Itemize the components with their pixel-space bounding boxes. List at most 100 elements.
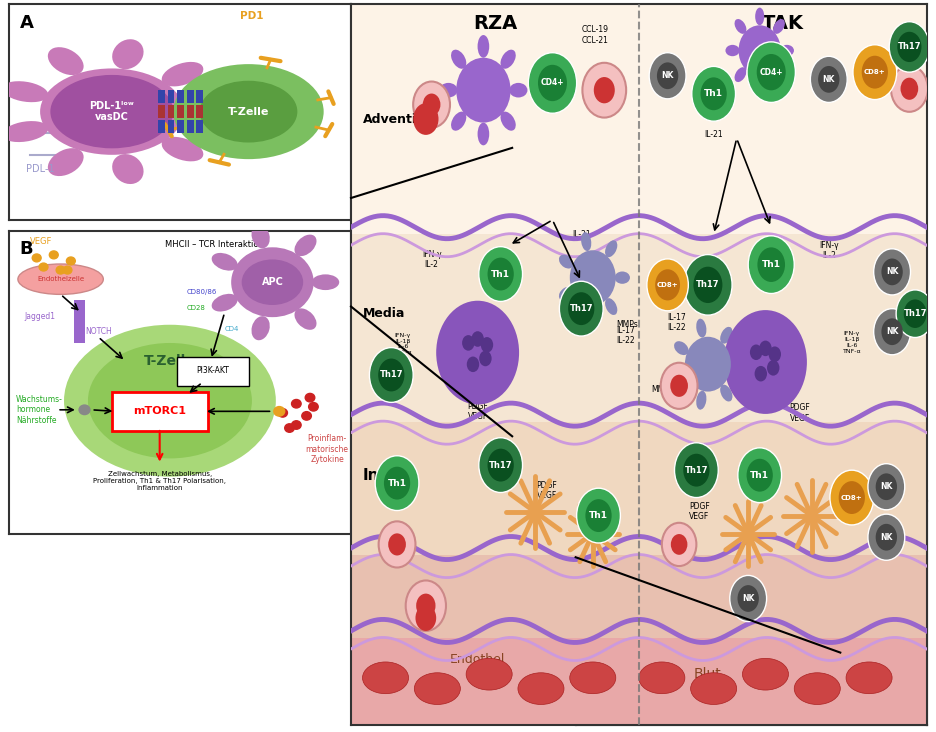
Text: CD8+: CD8+	[841, 495, 863, 501]
Text: Endothelzelle: Endothelzelle	[753, 568, 819, 578]
Ellipse shape	[735, 67, 746, 82]
Ellipse shape	[685, 337, 731, 392]
Ellipse shape	[415, 673, 461, 704]
Circle shape	[662, 523, 696, 566]
Ellipse shape	[439, 83, 458, 97]
Circle shape	[818, 66, 840, 93]
Circle shape	[767, 360, 780, 376]
Text: VEGF: VEGF	[30, 236, 52, 246]
FancyBboxPatch shape	[158, 90, 165, 103]
FancyBboxPatch shape	[177, 90, 184, 103]
Text: IFN-γ
IL-2: IFN-γ IL-2	[422, 250, 442, 269]
Circle shape	[278, 408, 287, 417]
Ellipse shape	[605, 240, 618, 257]
Circle shape	[63, 266, 72, 274]
Ellipse shape	[51, 75, 173, 149]
Circle shape	[683, 454, 709, 487]
Text: IFN-γ
IL-2: IFN-γ IL-2	[819, 241, 839, 260]
Text: NOTCH: NOTCH	[85, 327, 111, 336]
Ellipse shape	[773, 67, 785, 82]
Circle shape	[378, 359, 404, 392]
Circle shape	[593, 77, 615, 103]
Circle shape	[436, 301, 519, 405]
Circle shape	[858, 554, 869, 561]
FancyBboxPatch shape	[351, 422, 927, 556]
Text: IFN-γ
IL-1β
IL-6
TNF-α: IFN-γ IL-1β IL-6 TNF-α	[393, 333, 412, 355]
Circle shape	[694, 266, 723, 303]
Ellipse shape	[739, 26, 781, 75]
Ellipse shape	[581, 232, 592, 251]
Circle shape	[309, 403, 318, 411]
Circle shape	[889, 22, 929, 72]
Ellipse shape	[295, 235, 316, 256]
Text: NK: NK	[880, 533, 893, 542]
Circle shape	[671, 534, 687, 555]
FancyBboxPatch shape	[351, 638, 927, 725]
Text: NK: NK	[823, 75, 835, 84]
Circle shape	[661, 363, 697, 409]
Text: T-Zelle: T-Zelle	[144, 354, 196, 368]
Circle shape	[538, 65, 567, 101]
Circle shape	[481, 337, 493, 353]
Text: PDGF
VEGF: PDGF VEGF	[790, 403, 811, 423]
Circle shape	[748, 236, 795, 294]
Text: Wachstums-
hormone
Nährstoffe: Wachstums- hormone Nährstoffe	[16, 395, 63, 425]
Circle shape	[839, 481, 865, 514]
Circle shape	[577, 488, 621, 543]
Circle shape	[724, 310, 807, 414]
Circle shape	[896, 290, 934, 337]
Circle shape	[305, 393, 314, 402]
Ellipse shape	[477, 35, 490, 58]
Ellipse shape	[501, 111, 516, 131]
Circle shape	[882, 318, 903, 345]
Ellipse shape	[18, 264, 103, 294]
Text: Th17: Th17	[684, 466, 709, 474]
Text: Proinflam-
matorische
Zytokine: Proinflam- matorische Zytokine	[582, 644, 625, 674]
Circle shape	[39, 263, 48, 271]
FancyBboxPatch shape	[158, 120, 165, 133]
Circle shape	[768, 346, 781, 362]
Text: PDL-1: PDL-1	[26, 164, 54, 174]
Text: mTORC1: mTORC1	[133, 406, 186, 417]
Circle shape	[904, 299, 927, 328]
Ellipse shape	[241, 259, 303, 305]
Circle shape	[488, 258, 514, 291]
Circle shape	[898, 31, 921, 62]
Circle shape	[528, 53, 577, 113]
Circle shape	[891, 66, 928, 112]
Text: CD8+: CD8+	[657, 282, 679, 288]
Ellipse shape	[720, 326, 733, 344]
Circle shape	[405, 580, 446, 631]
Text: MMPs: MMPs	[616, 320, 637, 329]
Text: NK: NK	[885, 267, 899, 277]
Ellipse shape	[40, 69, 183, 155]
Text: Zellwachstum, Metabolismus,
Proliferation, Th1 & Th17 Polarisation,
Inflammation: Zellwachstum, Metabolismus, Proliferatio…	[94, 471, 227, 490]
Ellipse shape	[605, 298, 618, 315]
Text: Th17: Th17	[696, 280, 720, 289]
Text: Intima: Intima	[362, 468, 417, 483]
Circle shape	[655, 269, 680, 300]
Text: APC: APC	[261, 277, 284, 287]
Circle shape	[738, 585, 759, 612]
Text: Th1: Th1	[388, 479, 406, 488]
Circle shape	[900, 78, 918, 100]
Text: PDGF
VEGF: PDGF VEGF	[467, 402, 488, 422]
Text: B: B	[20, 239, 34, 258]
Text: CD28: CD28	[187, 305, 206, 310]
Circle shape	[882, 258, 903, 285]
Ellipse shape	[509, 83, 527, 97]
Text: NK: NK	[742, 594, 754, 603]
Ellipse shape	[212, 294, 238, 312]
Text: Media: Media	[362, 307, 405, 320]
FancyBboxPatch shape	[197, 120, 203, 133]
Text: NK: NK	[880, 482, 893, 491]
Text: MHCII – TCR Interaktion: MHCII – TCR Interaktion	[165, 239, 264, 249]
Circle shape	[291, 421, 301, 429]
Text: CD80/86: CD80/86	[187, 289, 217, 296]
Ellipse shape	[477, 123, 490, 146]
Circle shape	[628, 564, 642, 573]
Circle shape	[479, 438, 522, 493]
Circle shape	[568, 292, 594, 325]
Text: PD1: PD1	[241, 11, 264, 20]
Ellipse shape	[638, 662, 685, 694]
